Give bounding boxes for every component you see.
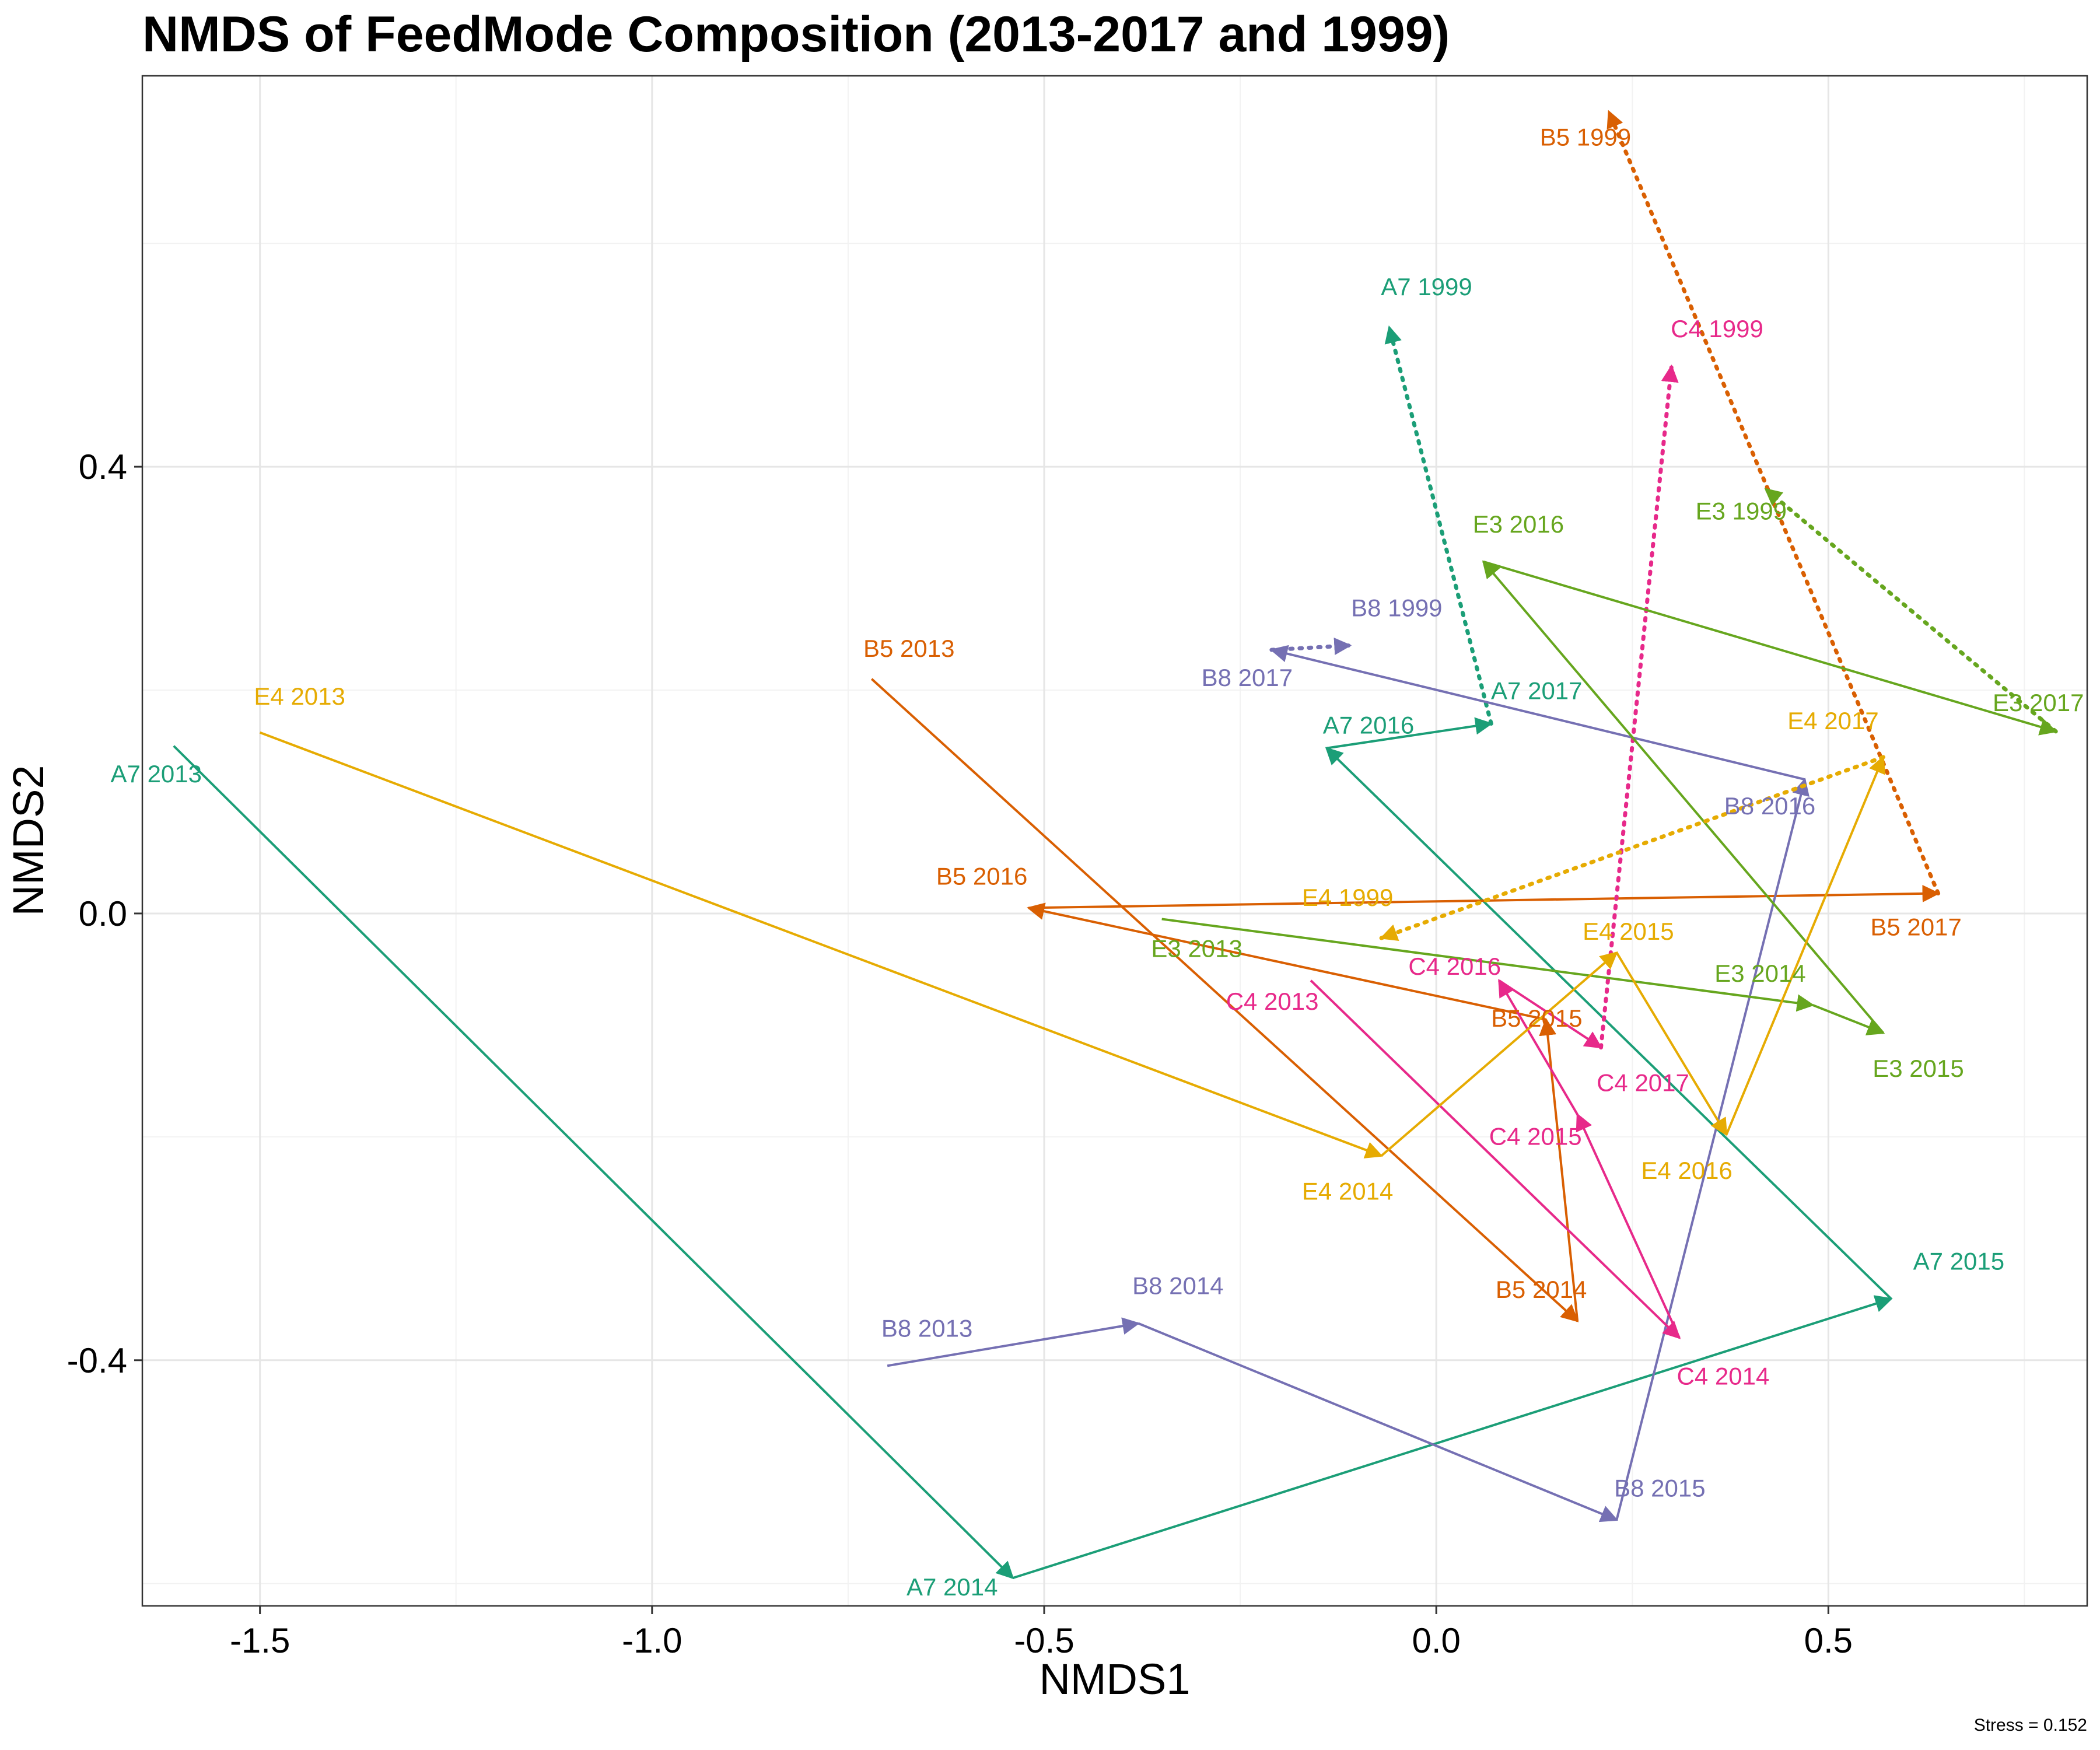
point-label: C4 2016 xyxy=(1408,953,1501,980)
point-label: A7 1999 xyxy=(1381,273,1472,300)
trajectory-segment-b5 xyxy=(870,678,1579,1322)
y-axis-title: NMDS2 xyxy=(4,765,52,916)
y-tick-label: 0.0 xyxy=(79,894,127,933)
trajectory-segment-e3 xyxy=(1161,918,1815,1012)
point-label: B8 2014 xyxy=(1132,1272,1223,1300)
trajectory-segment-c4 xyxy=(1498,979,1603,1049)
trajectory-segment-e4 xyxy=(1380,951,1618,1157)
point-label: E4 2016 xyxy=(1641,1157,1732,1184)
series-e4 xyxy=(259,731,1885,1158)
point-label: B5 2014 xyxy=(1496,1276,1587,1303)
stress-annotation: Stress = 0.152 xyxy=(1974,1716,2087,1735)
link-1999-a7 xyxy=(1384,325,1493,726)
point-label: E3 2013 xyxy=(1151,935,1242,963)
trajectory-segment-a7 xyxy=(1325,747,1892,1300)
series-e3 xyxy=(1161,487,2058,1035)
series-c4 xyxy=(1310,364,1681,1339)
trajectory-segment-b8 xyxy=(1269,645,1805,781)
point-label: B5 2013 xyxy=(863,635,954,662)
point-label: C4 2015 xyxy=(1489,1123,1582,1150)
x-tick-label: 0.5 xyxy=(1804,1621,1853,1660)
axis-ticks: -1.5 -1.0 -0.5 0.0 0.5 -0.4 0.0 0.4 xyxy=(67,447,1853,1660)
trajectory-segment-e4 xyxy=(1615,951,1728,1136)
link-1999-b8 xyxy=(1269,638,1352,655)
x-tick-label: -1.0 xyxy=(622,1621,682,1660)
trajectory-segment-a7 xyxy=(1326,717,1493,750)
point-label: E4 2015 xyxy=(1583,918,1674,945)
y-tick-label: 0.4 xyxy=(79,447,127,487)
series-a7 xyxy=(173,325,1893,1580)
point-label: A7 2015 xyxy=(1913,1247,2004,1275)
point-label: B8 1999 xyxy=(1351,594,1442,621)
point-label: A7 2013 xyxy=(111,760,202,788)
trajectory-segment-c4 xyxy=(1310,979,1681,1339)
x-tick-label: -0.5 xyxy=(1014,1621,1074,1660)
point-label: E3 2017 xyxy=(1993,689,2084,716)
point-labels: A7 2013 A7 2014 A7 2015 A7 2016 A7 2017 A7 19… xyxy=(111,123,2084,1601)
link-1999-c4 xyxy=(1599,364,1679,1050)
point-label: C4 1999 xyxy=(1671,315,1763,342)
point-label: E4 2017 xyxy=(1787,707,1878,734)
point-label: E3 2015 xyxy=(1873,1055,1964,1082)
trajectory-segment-e3 xyxy=(1812,1004,1885,1035)
trajectory-segment-b8 xyxy=(1138,1322,1619,1522)
point-label: B5 2016 xyxy=(936,862,1027,890)
point-label: A7 2014 xyxy=(907,1573,998,1601)
point-label: B5 2017 xyxy=(1870,913,1961,940)
trajectory-segment-e3 xyxy=(1482,560,1884,1034)
point-label: A7 2016 xyxy=(1323,712,1414,739)
trajectory-segment-e4 xyxy=(259,731,1383,1158)
trajectory-segment-a7 xyxy=(173,745,1014,1580)
link-1999-e3 xyxy=(1763,487,2058,734)
point-label: C4 2017 xyxy=(1597,1069,1689,1097)
trajectory-segment-b8 xyxy=(1615,778,1810,1521)
point-label: C4 2013 xyxy=(1226,988,1319,1015)
grid-lines xyxy=(142,76,2087,1606)
x-axis-title: NMDS1 xyxy=(1039,1655,1190,1703)
point-label: B5 1999 xyxy=(1540,123,1631,150)
trajectory-segment-e3 xyxy=(1483,560,2058,736)
chart-title: NMDS of FeedMode Composition (2013-2017 … xyxy=(142,6,1450,62)
series-trajectories xyxy=(173,109,2058,1580)
point-label: B8 2015 xyxy=(1614,1475,1705,1502)
point-label: A7 2017 xyxy=(1491,677,1582,704)
point-label: E4 1999 xyxy=(1302,884,1393,911)
point-label: B8 2016 xyxy=(1724,792,1815,820)
point-label: E4 2014 xyxy=(1302,1177,1393,1205)
point-label: E3 2016 xyxy=(1473,510,1564,538)
point-label: B8 2017 xyxy=(1202,664,1293,691)
trajectory-segment-b8 xyxy=(887,1317,1140,1367)
trajectory-segment-c4 xyxy=(1576,1112,1681,1339)
point-label: E3 1999 xyxy=(1696,497,1787,524)
trajectory-segment-c4 xyxy=(1498,979,1578,1115)
trajectory-segment-e4 xyxy=(1725,755,1885,1135)
trajectory-segment-a7 xyxy=(1012,1295,1893,1580)
x-tick-label: -1.5 xyxy=(230,1621,290,1660)
trajectory-segment-b5 xyxy=(1028,884,1940,909)
point-label: E4 2013 xyxy=(254,682,345,710)
point-label: B5 2015 xyxy=(1491,1005,1582,1032)
trajectory-segment-b5 xyxy=(1027,902,1546,1021)
y-tick-label: -0.4 xyxy=(67,1341,127,1380)
point-label: C4 2014 xyxy=(1677,1362,1770,1390)
point-label: E3 2014 xyxy=(1714,960,1805,987)
point-label: B8 2013 xyxy=(881,1314,972,1342)
x-tick-label: 0.0 xyxy=(1412,1621,1460,1660)
plot-panel-border xyxy=(141,75,2088,1607)
